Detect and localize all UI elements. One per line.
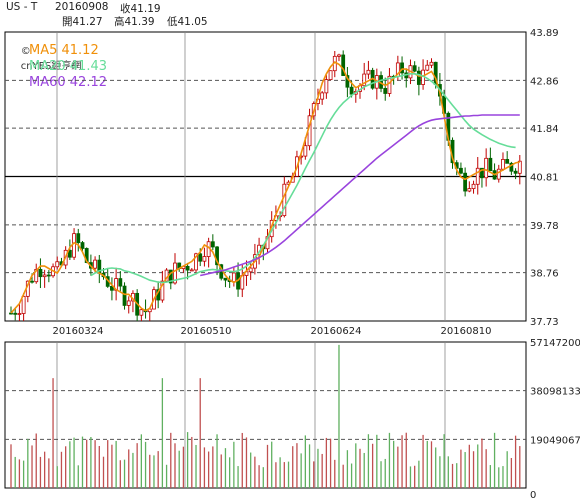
candle-body [429,61,434,66]
candle-body [484,157,489,179]
candle-body [110,285,114,291]
volume-y-tick-label: 38098133 [530,387,580,398]
volume-y-tick-label: 0 [530,490,536,500]
candle-body [118,278,123,287]
header-low: 低41.05 [167,16,208,28]
candle-body [345,75,350,88]
y-tick-label: 42.86 [530,76,559,87]
candle-body [34,268,39,283]
candle-body [324,79,329,94]
y-tick-label: 40.81 [530,173,559,184]
candle-body [505,159,510,164]
candle-body [21,295,26,314]
candle-body [496,168,501,180]
volume-panel-frame [4,341,527,489]
candle-body [160,280,165,301]
candle-body [509,162,514,172]
candle-body [198,253,203,262]
candle-body [400,62,404,74]
header-close: 收41.19 [120,3,161,15]
candle-body [362,73,367,87]
candle-body [328,70,333,81]
candle-body [475,167,480,185]
candle-body [467,188,472,192]
candle-body [210,241,215,248]
candle-body [341,54,346,76]
candle-body [72,233,76,258]
candle-body [202,256,207,262]
y-tick-label: 37.73 [530,317,559,328]
x-tick-label: 20160624 [311,326,362,337]
candle-body [67,249,72,258]
y-tick-label: 39.78 [530,221,559,232]
candle-body [471,183,476,190]
copyright-icon: © [20,46,31,57]
header-symbol: US - T [6,1,38,13]
candle-body [122,285,127,306]
volume-y-tick-label: 19049067 [530,435,580,446]
candle-body [46,274,51,277]
candle-body [55,261,60,268]
candle-body [17,313,22,315]
candle-body [194,253,198,271]
candle-body [30,280,34,283]
legend-ma20: MA20 41.43 [29,59,107,74]
candle-body [223,277,228,281]
candle-body [13,312,18,315]
candle-body [320,92,325,100]
candle-body [9,312,13,315]
candle-body [38,268,43,278]
candle-body [248,267,253,273]
candle-body [173,262,177,284]
candle-body [139,309,144,316]
legend-ma60: MA60 42.12 [29,75,107,90]
candle-body [513,170,518,174]
ma-line-ma60 [200,114,520,277]
candle-body [517,160,522,174]
legend-ma5: MA5 41.12 [29,43,99,58]
candle-body [463,172,468,192]
candle-body [425,64,430,71]
candle-body [231,272,236,283]
candle-body [383,87,388,94]
candle-body [387,75,392,94]
header-high: 高41.39 [114,16,155,28]
candle-body [366,69,371,75]
candle-body [349,86,354,95]
candle-body [185,265,190,271]
candle-body [215,246,219,266]
candle-body [480,167,484,179]
x-tick-label: 20160324 [53,326,104,337]
candle-body [42,274,47,278]
header-date: 20160908 [55,1,109,13]
candle-body [501,159,505,170]
y-tick-label: 38.76 [530,269,559,280]
candle-body [126,300,131,306]
candle-body [189,269,194,272]
candle-body [488,157,493,172]
brand-mark: © cnYES鉅亨網 [8,35,82,83]
ma-line-ma20 [90,73,516,284]
candle-body [168,269,173,284]
y-tick-label: 41.84 [530,124,559,135]
volume-y-tick-label: 57147200 [530,338,580,349]
candle-body [412,65,417,72]
x-tick-label: 20160810 [441,326,492,337]
candle-body [459,167,463,174]
y-tick-label: 43.89 [530,28,559,39]
candle-body [76,233,81,243]
candle-body [337,54,341,57]
candle-body [80,242,85,249]
brand-label: cnYES鉅亨網 [20,61,82,72]
x-tick-label: 20160510 [181,326,232,337]
candle-body [416,70,421,85]
header-open: 開41.27 [62,16,103,28]
candle-body [93,259,97,269]
candle-body [303,145,308,157]
